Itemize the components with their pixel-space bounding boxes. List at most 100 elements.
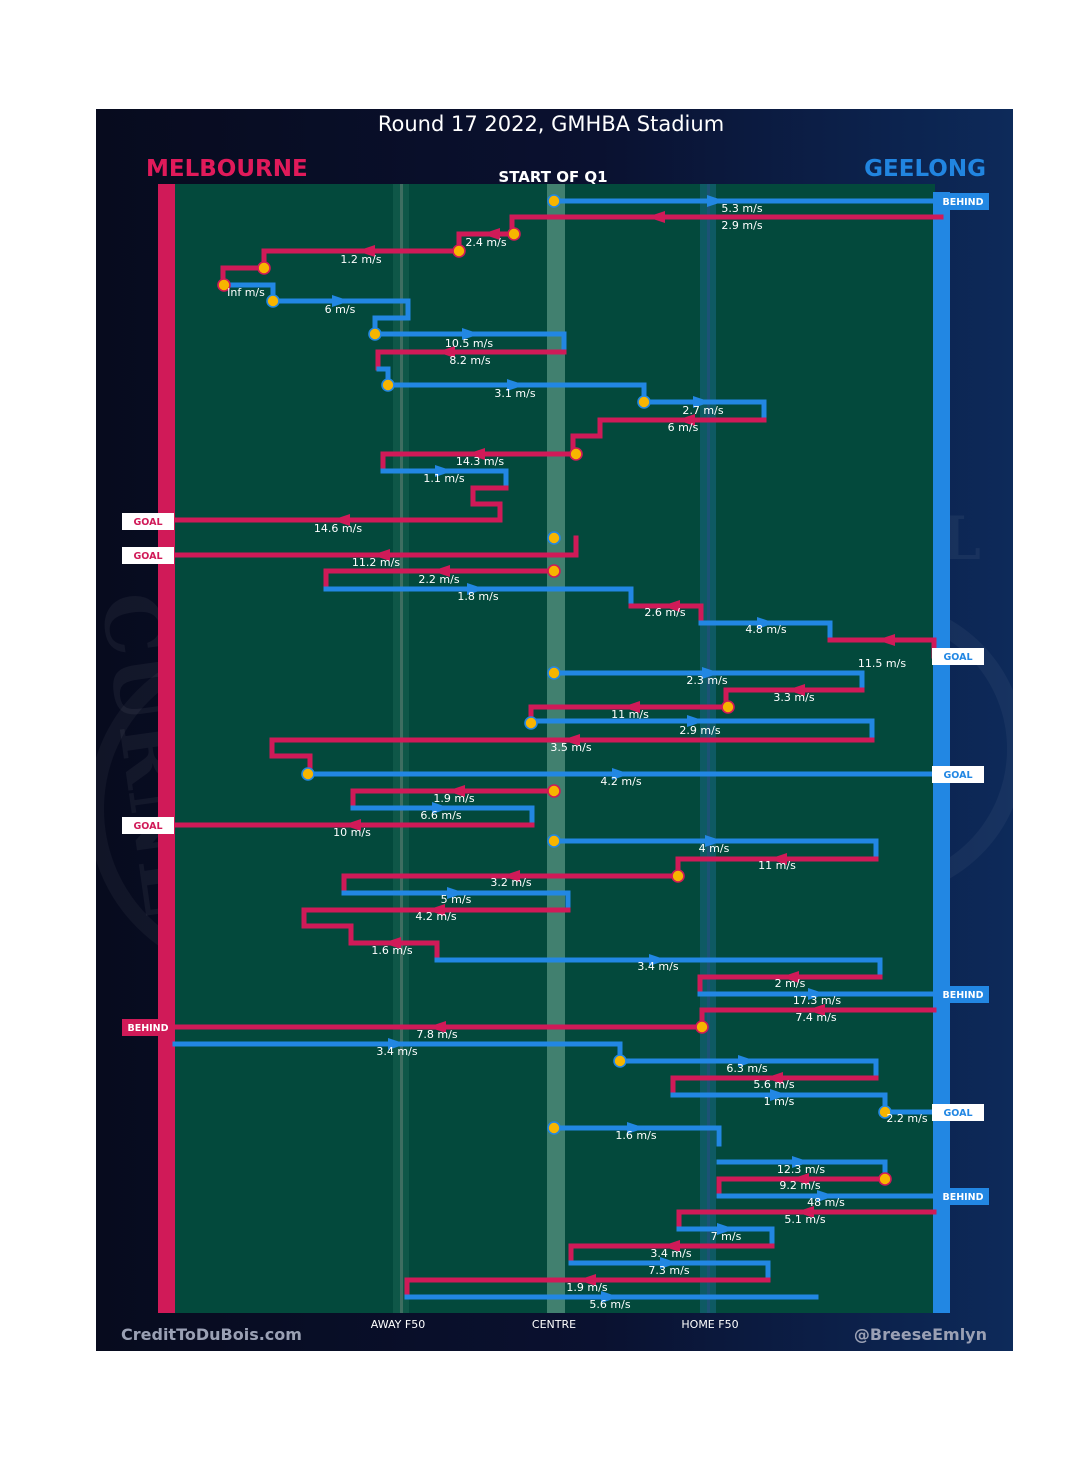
chain-segment-melbourne	[404, 1277, 771, 1299]
direction-arrow	[383, 937, 401, 949]
speed-label: 11.2 m/s	[352, 556, 400, 569]
home-team-name: GEELONG	[864, 156, 986, 182]
stoppage-marker	[547, 1121, 561, 1135]
stoppage-marker	[524, 716, 538, 730]
direction-arrow	[437, 346, 455, 358]
direction-arrow	[738, 1055, 756, 1067]
direction-arrow	[792, 1156, 810, 1168]
speed-label: 5 m/s	[441, 893, 472, 906]
score-tag-behind: BEHIND	[122, 1019, 174, 1036]
direction-arrow	[447, 887, 465, 899]
speed-label: 7.4 m/s	[795, 1011, 836, 1024]
speed-label: 1.6 m/s	[615, 1129, 656, 1142]
score-tag-text: BEHIND	[127, 1023, 168, 1034]
home-f50-line	[707, 184, 710, 1313]
score-tag-background	[932, 648, 984, 665]
score-tags: BEHIND GOAL GOAL GOAL GOAL GOAL BEHIND BEHIND GO…	[122, 193, 989, 1205]
axis-label-home-f50: HOME F50	[681, 1318, 738, 1331]
speed-label: 2.2 m/s	[418, 573, 459, 586]
chain-segment-geelong	[641, 399, 767, 422]
score-tag-behind: BEHIND	[937, 986, 989, 1003]
score-tag-text: BEHIND	[942, 197, 983, 208]
speed-label: Inf m/s	[227, 286, 265, 299]
speed-label: 3.3 m/s	[773, 691, 814, 704]
speed-label: 1 m/s	[764, 1095, 795, 1108]
direction-arrow	[660, 1257, 678, 1269]
direction-arrow	[702, 667, 720, 679]
score-tag-behind: BEHIND	[937, 193, 989, 210]
direction-arrow	[662, 1240, 680, 1252]
direction-arrow	[562, 734, 580, 746]
score-tag-goal: GOAL	[122, 513, 174, 530]
stoppage-marker	[613, 1054, 627, 1068]
axis-label-centre: CENTRE	[532, 1318, 576, 1331]
chain-segment-melbourne	[301, 907, 571, 945]
speed-label: 1.6 m/s	[371, 944, 412, 957]
speed-label: 2 m/s	[775, 977, 806, 990]
direction-arrow	[647, 211, 665, 223]
score-tag-goal: GOAL	[122, 547, 174, 564]
direction-arrow	[427, 904, 445, 916]
score-tag-background	[122, 513, 174, 530]
score-tag-goal: GOAL	[932, 648, 984, 665]
direction-arrow	[462, 328, 480, 340]
speed-label: 2.2 m/s	[886, 1112, 927, 1125]
chain-segment-geelong	[676, 1226, 775, 1248]
chain-segment-melbourne	[350, 788, 557, 810]
quarter-label: START OF Q1	[498, 168, 607, 186]
chain-segment-geelong	[341, 890, 571, 912]
direction-arrow	[482, 228, 500, 240]
speed-label: 5.6 m/s	[753, 1078, 794, 1091]
speed-label: 3.4 m/s	[376, 1045, 417, 1058]
footer-left-credit: CreditToDuBois.com	[121, 1325, 302, 1344]
speed-label: 4 m/s	[699, 842, 730, 855]
speed-label: 1.8 m/s	[457, 590, 498, 603]
score-tag-text: GOAL	[943, 770, 972, 781]
stoppage-marker	[452, 244, 466, 258]
speed-label: 5.3 m/s	[721, 202, 762, 215]
direction-arrow	[332, 295, 350, 307]
score-tag-goal: GOAL	[122, 817, 174, 834]
direction-arrow	[649, 954, 667, 966]
speed-label: 11 m/s	[611, 708, 649, 721]
chain-segment-melbourne	[341, 873, 681, 895]
direction-arrow	[432, 565, 450, 577]
speed-label: 11.5 m/s	[858, 657, 906, 670]
score-tag-background	[932, 766, 984, 783]
score-tag-text: GOAL	[943, 652, 972, 663]
score-tag-background	[122, 817, 174, 834]
speed-label: 6 m/s	[325, 303, 356, 316]
chain-segment-geelong	[551, 838, 879, 861]
direction-arrow	[447, 785, 465, 797]
chain-chart: CURNE GEEL Round 17 2022, GMHBA Stadium …	[96, 112, 1013, 1344]
speed-label: 3.5 m/s	[550, 741, 591, 754]
direction-arrow	[343, 819, 361, 831]
stoppage-markers	[217, 194, 892, 1186]
speed-label: 6.3 m/s	[726, 1062, 767, 1075]
speed-label: 2.3 m/s	[686, 674, 727, 687]
chain-segment-geelong	[551, 1125, 722, 1147]
stoppage-marker	[721, 700, 735, 714]
stoppage-marker	[569, 447, 583, 461]
footer-right-credit: @BreeseEmlyn	[854, 1325, 987, 1344]
score-tag-text: BEHIND	[942, 990, 983, 1001]
direction-arrow	[428, 1021, 446, 1033]
chain-segment-melbourne	[380, 451, 579, 473]
stoppage-marker	[301, 767, 315, 781]
score-tag-text: GOAL	[943, 1108, 972, 1119]
direction-arrow	[435, 465, 453, 477]
possession-chains	[172, 195, 944, 1303]
chain-segment-geelong	[434, 957, 883, 979]
chain-segment-geelong	[551, 670, 865, 692]
score-tag-text: GOAL	[133, 551, 162, 562]
chain-segment-melbourne	[172, 485, 509, 523]
direction-arrow	[467, 583, 485, 595]
direction-arrow	[770, 1089, 788, 1101]
score-tag-background	[937, 193, 989, 210]
speed-label: 14.3 m/s	[456, 455, 504, 468]
direction-arrow	[807, 1004, 825, 1016]
direction-arrow	[817, 1190, 835, 1202]
speed-label: 3.4 m/s	[637, 960, 678, 973]
direction-arrow	[877, 634, 895, 646]
chain-segment-melbourne	[348, 940, 440, 962]
